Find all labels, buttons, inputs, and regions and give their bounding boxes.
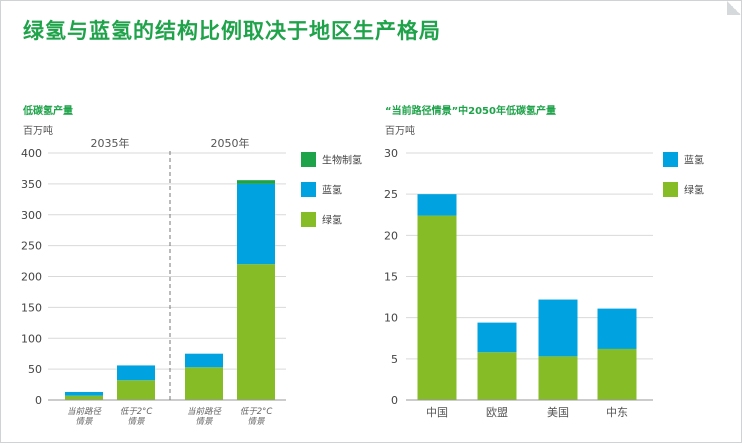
chart1-category-label: 情景 — [75, 416, 93, 427]
chart2-bar-segment — [597, 308, 637, 349]
chart2-ytick-label: 30 — [384, 147, 398, 160]
chart1-group-label: 2050年 — [211, 136, 250, 150]
chart2-category-label: 美国 — [547, 406, 569, 419]
chart1-ytick-label: 0 — [35, 394, 42, 407]
chart1-ytick-label: 400 — [21, 147, 42, 160]
chart1-legend-swatch — [301, 182, 316, 197]
chart1-bar-segment — [185, 353, 223, 368]
chart1-ytick-label: 300 — [21, 209, 42, 222]
chart1-ytick-label: 200 — [21, 271, 42, 284]
chart1-ytick-label: 50 — [28, 363, 42, 376]
chart2-ytick-label: 10 — [384, 312, 398, 325]
chart1-category-label: 情景 — [195, 416, 213, 427]
chart2-legend-label: 蓝氢 — [684, 154, 704, 167]
chart1-ytick-label: 350 — [21, 178, 42, 191]
chart2-bar-segment — [538, 356, 578, 400]
chart2-category-label: 欧盟 — [486, 406, 508, 419]
chart2-unit: 百万吨 — [385, 126, 415, 137]
chart1-legend-swatch — [301, 212, 316, 227]
chart2-legend-swatch — [663, 152, 678, 167]
chart1-bar-segment — [65, 395, 103, 400]
chart1-bar-segment — [117, 380, 155, 400]
chart1-bar-segment — [117, 365, 155, 381]
chart1-bar-segment — [237, 264, 275, 400]
chart1-bar-segment — [237, 180, 275, 184]
chart1-category-label: 情景 — [127, 416, 145, 427]
chart1-subtitle: 低碳氢产量 — [23, 106, 73, 117]
chart2-ytick-label: 25 — [384, 188, 398, 201]
chart1-bar-segment — [237, 183, 275, 265]
chart1-bar-segment — [65, 391, 103, 396]
chart1-legend-label: 生物制氢 — [322, 154, 362, 167]
chart1-bar-segment — [185, 367, 223, 400]
chart2-bar-segment — [477, 352, 517, 400]
page-title: 绿氢与蓝氢的结构比例取决于地区生产格局 — [23, 19, 441, 43]
chart1-category-label: 当前路径 — [67, 406, 103, 417]
chart2-legend-swatch — [663, 182, 678, 197]
chart1-ytick-label: 100 — [21, 332, 42, 345]
chart1-category-label: 当前路径 — [187, 406, 223, 417]
chart1-legend-label: 蓝氢 — [322, 184, 342, 197]
page-fold-corner — [727, 1, 741, 15]
chart2-bar-segment — [417, 194, 457, 216]
chart2-bar-segment — [538, 299, 578, 357]
chart1-category-label: 情景 — [247, 416, 265, 427]
chart2-ytick-label: 5 — [391, 353, 398, 366]
chart2-subtitle: “当前路径情景”中2050年低碳氢产量 — [385, 106, 556, 117]
chart1-group-label: 2035年 — [91, 136, 130, 150]
chart2-bar-segment — [477, 322, 517, 353]
chart2-ytick-label: 20 — [384, 229, 398, 242]
chart2-bar-segment — [597, 348, 637, 400]
chart2-category-label: 中国 — [426, 406, 448, 419]
chart1-ytick-label: 250 — [21, 240, 42, 253]
chart2-category-label: 中东 — [606, 406, 628, 419]
chart1-unit: 百万吨 — [23, 126, 53, 137]
chart1-legend-label: 绿氢 — [322, 214, 342, 227]
chart1-ytick-label: 150 — [21, 301, 42, 314]
chart2-legend-label: 绿氢 — [684, 184, 704, 197]
chart2-ytick-label: 15 — [384, 271, 398, 284]
chart2-ytick-label: 0 — [391, 394, 398, 407]
chart1-category-label: 低于2°C — [120, 406, 153, 417]
chart1-category-label: 低于2°C — [240, 406, 273, 417]
chart2-bar-segment — [417, 215, 457, 400]
chart1-legend-swatch — [301, 152, 316, 167]
